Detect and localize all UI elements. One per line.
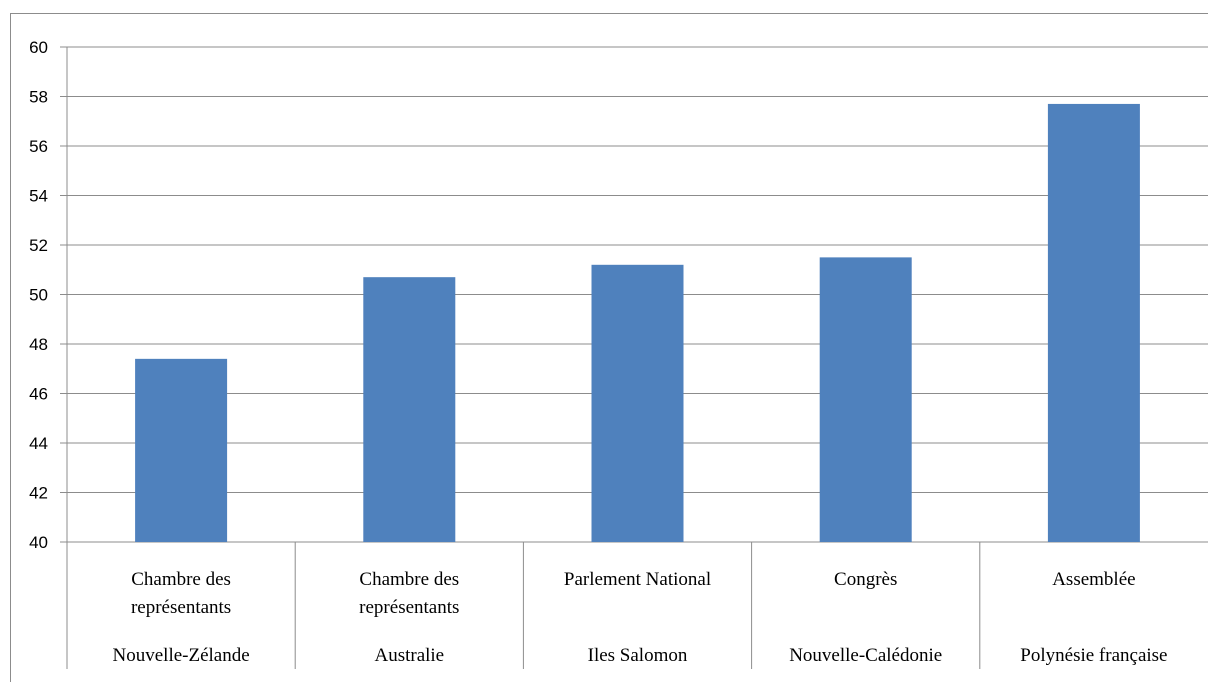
y-tick-label: 40 [29,533,48,552]
y-tick-label: 52 [29,236,48,255]
category-institution-label: Chambre des [359,569,459,590]
category-institution-label: Parlement National [564,569,711,590]
y-tick-label: 46 [29,385,48,404]
y-tick-label: 58 [29,88,48,107]
chart-frame [10,13,1208,682]
y-tick-label: 48 [29,335,48,354]
bar [819,257,912,542]
category-institution-label: représentants [131,597,231,618]
category-institution-label: représentants [359,597,459,618]
y-tick-label: 60 [29,38,48,57]
category-institution-label: Chambre des [131,569,231,590]
bar [363,277,456,542]
category-country-label: Nouvelle-Zélande [113,645,250,666]
category-country-label: Polynésie française [1020,645,1167,666]
y-tick-label: 44 [29,434,48,453]
category-institution-label: Assemblée [1052,569,1135,590]
y-tick-label: 42 [29,484,48,503]
category-institution-label: Congrès [834,569,897,590]
category-country-label: Iles Salomon [588,645,688,666]
bar [135,358,228,542]
y-tick-label: 56 [29,137,48,156]
category-country-label: Australie [374,645,444,666]
category-country-label: Nouvelle-Calédonie [789,645,942,666]
bar [1047,103,1140,543]
bar [591,264,684,542]
y-tick-label: 54 [29,187,48,206]
y-tick-label: 50 [29,286,48,305]
